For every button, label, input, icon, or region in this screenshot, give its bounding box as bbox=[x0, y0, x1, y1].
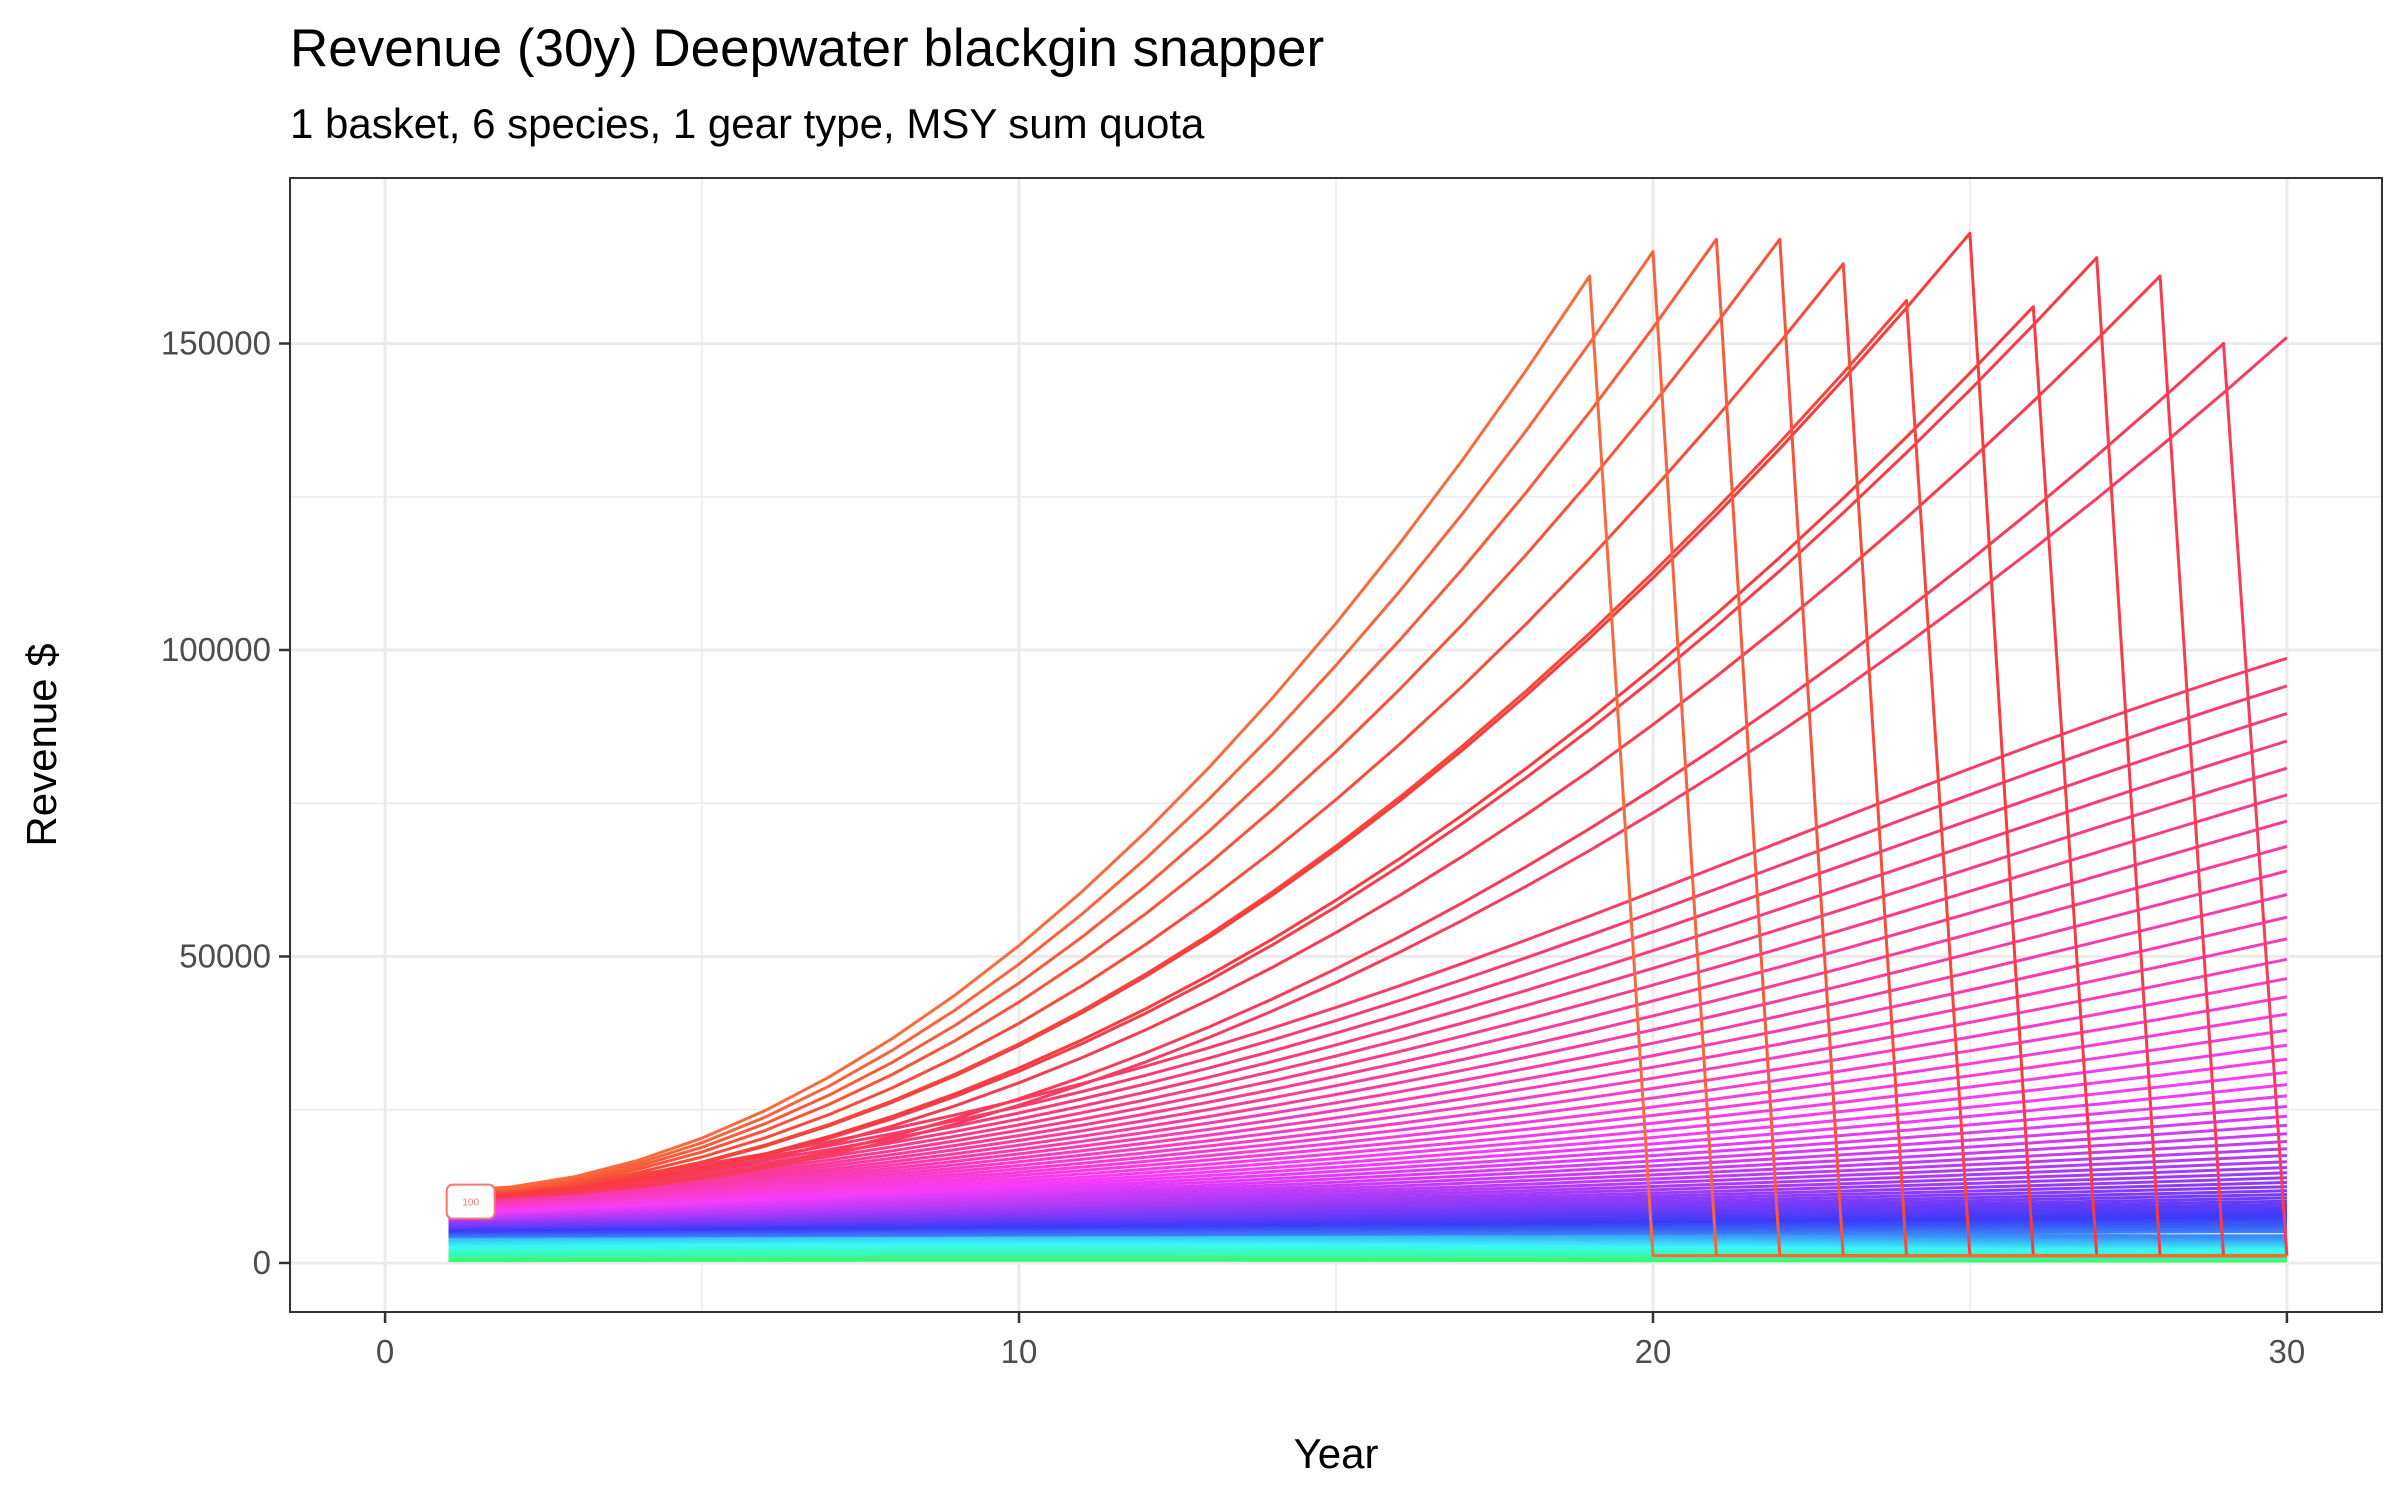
series-line bbox=[448, 845, 2288, 1206]
series-line bbox=[448, 869, 2288, 1207]
y-tick-label: 50000 bbox=[179, 937, 271, 974]
series-line bbox=[448, 274, 2287, 1258]
series-line bbox=[448, 957, 2288, 1209]
series-line bbox=[448, 1012, 2288, 1212]
gridlines bbox=[290, 178, 2382, 1312]
series-line bbox=[448, 893, 2288, 1207]
x-tick-label: 30 bbox=[2269, 1333, 2306, 1370]
x-tick-label: 0 bbox=[376, 1333, 394, 1370]
series-line bbox=[448, 1043, 2288, 1213]
end-labels: 100 bbox=[445, 1183, 496, 1220]
series-line bbox=[448, 937, 2288, 1209]
series-line bbox=[448, 995, 2288, 1211]
series-line bbox=[448, 305, 2287, 1258]
x-tick-label: 20 bbox=[1635, 1333, 1672, 1370]
chart-subtitle: 1 basket, 6 species, 1 gear type, MSY su… bbox=[290, 100, 1205, 147]
series-line bbox=[448, 819, 2288, 1205]
series-line bbox=[448, 656, 2288, 1201]
series-line bbox=[448, 915, 2288, 1208]
series-line bbox=[448, 1083, 2288, 1215]
series-line bbox=[448, 977, 2288, 1210]
x-tick-label: 10 bbox=[1001, 1333, 1038, 1370]
series-line bbox=[448, 336, 2288, 1200]
plot-panel-border bbox=[289, 177, 2383, 1313]
axes: 0 10 20 30 0 50000 100000 150000 bbox=[161, 325, 2305, 1370]
series-lines bbox=[448, 231, 2289, 1263]
y-axis-title: Revenue $ bbox=[18, 643, 65, 846]
y-tick-label: 0 bbox=[253, 1244, 271, 1281]
series-line bbox=[448, 1057, 2288, 1214]
chart-title: Revenue (30y) Deepwater blackgin snapper bbox=[290, 19, 1324, 78]
series-line bbox=[448, 739, 2288, 1203]
x-axis-title: Year bbox=[1294, 1430, 1379, 1477]
series-line bbox=[448, 342, 2289, 1256]
series-line bbox=[448, 274, 2287, 1258]
series-line bbox=[448, 1070, 2288, 1214]
y-tick-label: 150000 bbox=[161, 325, 271, 362]
series-line bbox=[448, 1094, 2288, 1216]
series-end-label-box bbox=[445, 1183, 496, 1220]
series-line bbox=[448, 1028, 2288, 1212]
series-end-label: 100 bbox=[462, 1198, 479, 1209]
y-tick-label: 100000 bbox=[161, 631, 271, 668]
